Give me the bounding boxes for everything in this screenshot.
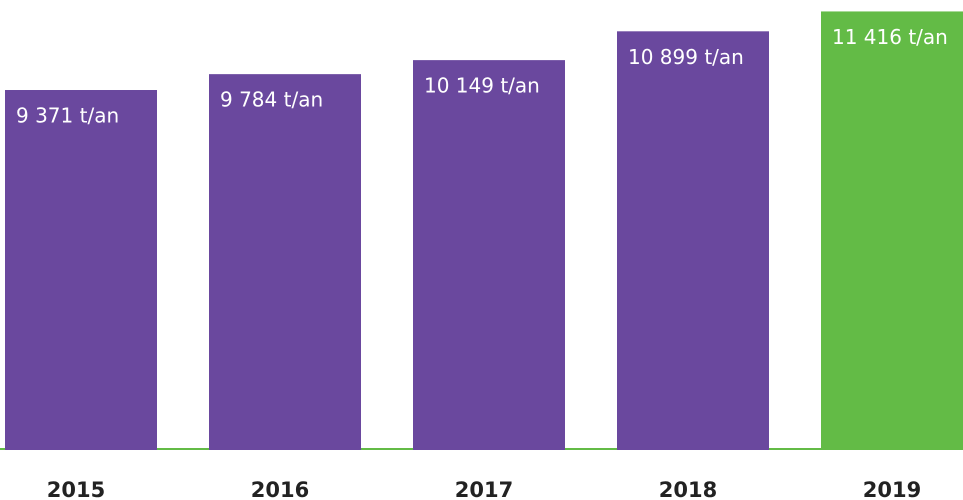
value-label: 10 899 t/an	[628, 45, 744, 69]
value-label: 10 149 t/an	[424, 74, 540, 98]
bar	[821, 11, 963, 450]
value-label: 11 416 t/an	[832, 25, 948, 49]
x-tick-label: 2019	[863, 478, 921, 500]
x-tick-label: 2018	[659, 478, 717, 500]
x-tick-label: 2015	[47, 478, 105, 500]
x-tick-label: 2017	[455, 478, 513, 500]
value-label: 9 784 t/an	[220, 88, 323, 112]
value-label: 9 371 t/an	[16, 104, 119, 128]
x-tick-label: 2016	[251, 478, 309, 500]
bar	[617, 31, 769, 451]
bar	[413, 60, 565, 451]
bar	[5, 90, 157, 450]
bar	[209, 74, 361, 450]
